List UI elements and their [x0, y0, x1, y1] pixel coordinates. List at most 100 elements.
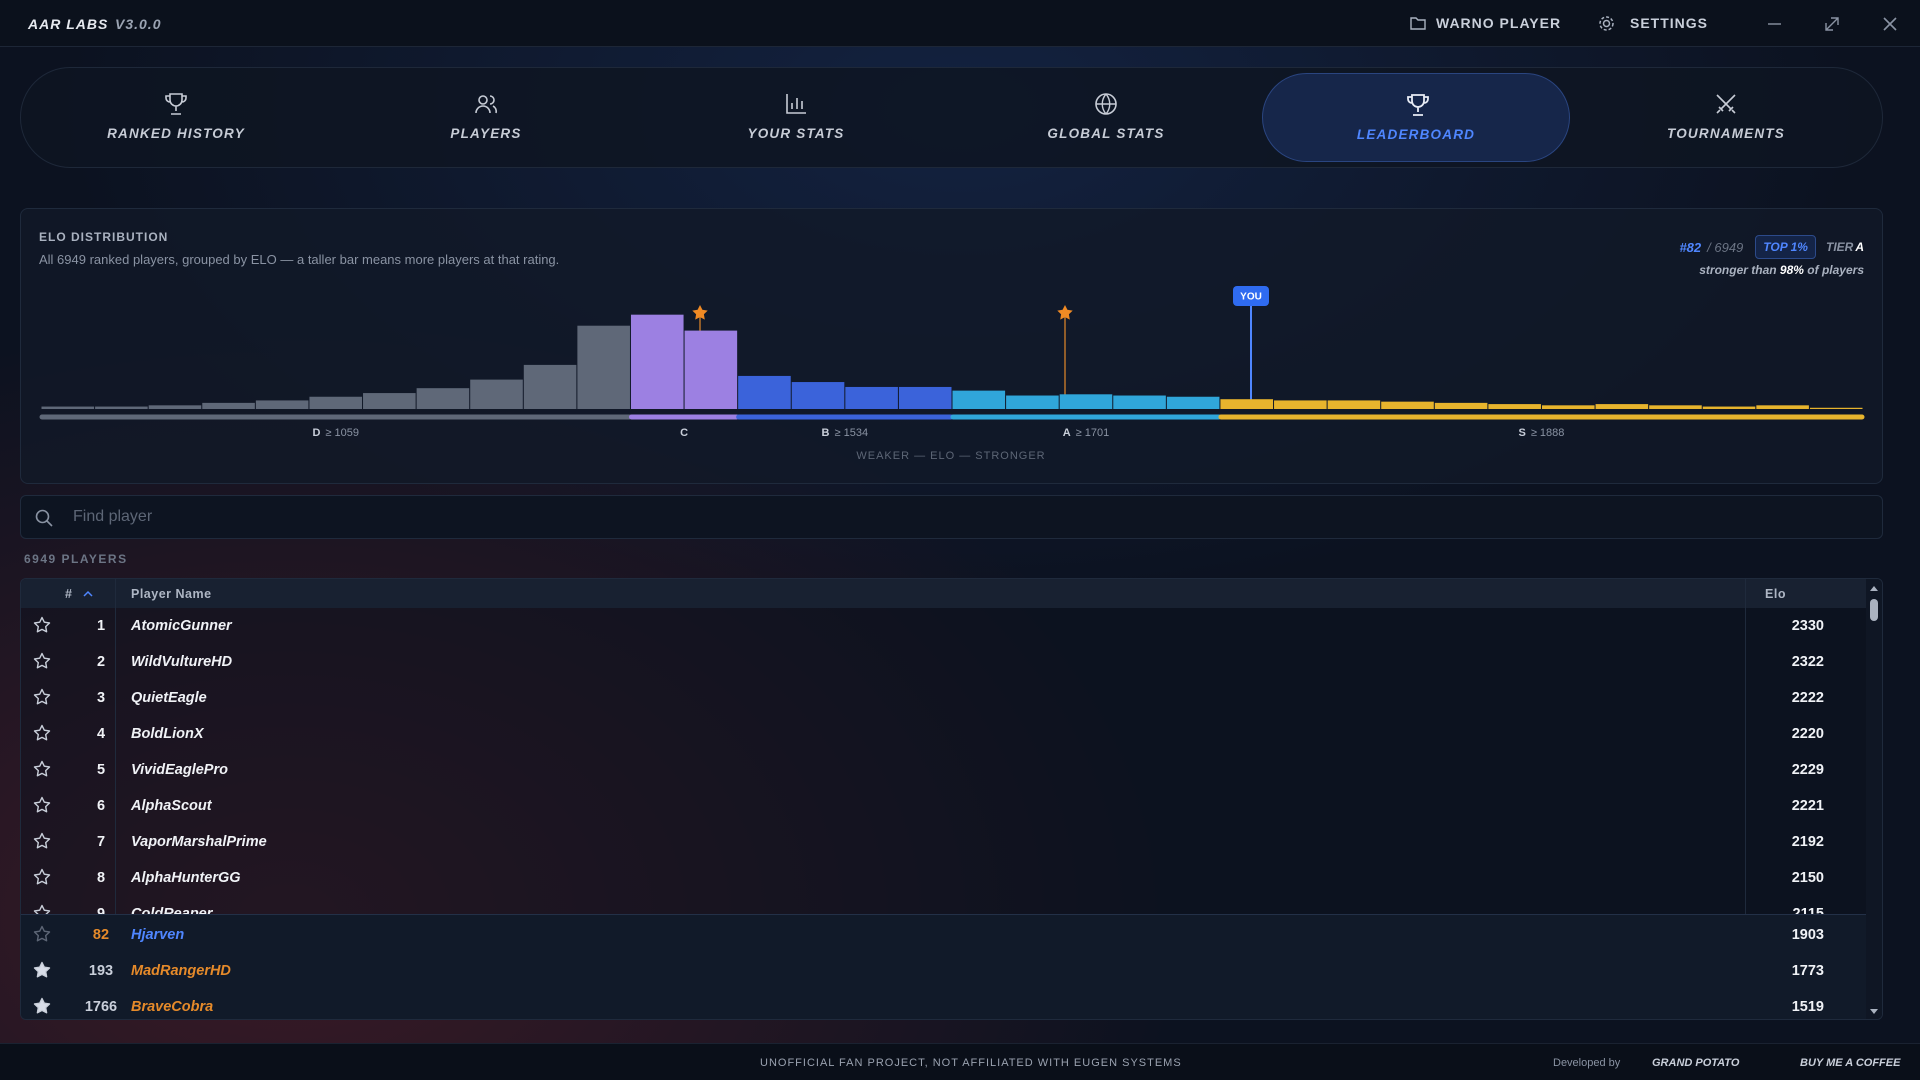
favorite-star[interactable] — [33, 688, 51, 706]
tab-label: GLOBAL STATS — [1047, 126, 1165, 141]
rank: 5 — [96, 762, 106, 778]
histogram-bar — [1649, 405, 1702, 409]
scrollbar[interactable] — [1866, 579, 1882, 1019]
histogram: YOU WEAKER — ELO — STRONGER D ≥ 1059 C B ≥ 1… — [39, 286, 1865, 462]
rank: 6 — [96, 798, 106, 814]
favorite-star[interactable] — [33, 904, 51, 914]
histogram-bar — [684, 330, 738, 409]
favorite-star[interactable] — [33, 832, 51, 850]
table-row[interactable]: 82 Hjarven 1903 — [21, 917, 1866, 953]
favorite-star[interactable] — [33, 868, 51, 886]
table-row[interactable]: 8 AlphaHunterGG 2150 — [21, 860, 1866, 896]
warno-player-button[interactable]: WARNO PLAYER — [1436, 15, 1562, 31]
elo: 2330 — [1791, 618, 1824, 634]
histogram-bar — [1327, 400, 1381, 409]
histogram-bar — [148, 405, 202, 409]
leaderboard-table: # Player Name Elo 1 AtomicGunner 2330 2 Wild… — [20, 578, 1883, 1020]
search-icon — [35, 509, 53, 527]
histogram-bar — [1381, 401, 1434, 409]
favorite-star[interactable] — [33, 796, 51, 814]
elo: 1773 — [1791, 963, 1824, 979]
favorite-star[interactable] — [33, 925, 51, 943]
player-name: MadRangerHD — [131, 963, 231, 979]
you-badge — [1233, 286, 1269, 306]
search-box[interactable]: Find player — [20, 495, 1883, 539]
developer[interactable]: GRAND POTATO — [1652, 1057, 1740, 1069]
panel-subtitle: All 6949 ranked players, grouped by ELO … — [39, 252, 560, 267]
histogram-bar — [255, 400, 309, 409]
nav-tab[interactable]: TOURNAMENTS — [1571, 68, 1881, 167]
tab-label: RANKED HISTORY — [107, 126, 245, 141]
nav-tab[interactable]: GLOBAL STATS — [951, 68, 1261, 167]
table-row[interactable]: 193 MadRangerHD 1773 — [21, 953, 1866, 989]
title-bar: AAR LABS V3.0.0 WARNO PLAYER SETTINGS — [0, 0, 1920, 47]
elo: 2221 — [1791, 798, 1824, 814]
header-rank[interactable]: # — [65, 587, 73, 601]
tier-label: B ≥ 1534 — [822, 427, 869, 439]
histogram-bar — [577, 325, 630, 409]
folder-icon — [1410, 17, 1426, 30]
search-placeholder: Find player — [73, 508, 153, 525]
tier-name: D — [312, 427, 320, 439]
elo: 2229 — [1791, 762, 1824, 778]
rank-summary: #82 / 6949 TOP 1% TIER A — [1679, 235, 1864, 259]
table-row[interactable]: 4 BoldLionX 2220 — [21, 716, 1866, 752]
table-row[interactable]: 5 VividEaglePro 2229 — [21, 752, 1866, 788]
developed-by: Developed by — [1553, 1057, 1621, 1069]
pinned-rows: 82 Hjarven 1903 193 MadRangerHD 1773 1766 Brave… — [21, 914, 1866, 1019]
player-name: VividEaglePro — [131, 762, 228, 778]
favorite-star[interactable] — [33, 724, 51, 742]
nav-tab[interactable]: YOUR STATS — [641, 68, 951, 167]
rank: 8 — [96, 870, 106, 886]
favorite-star[interactable] — [33, 997, 51, 1015]
elo: 2192 — [1791, 834, 1824, 850]
histogram-bar — [1274, 400, 1327, 409]
column-divider — [1745, 579, 1746, 1019]
rank: 3 — [96, 690, 106, 706]
nav-tab[interactable]: RANKED HISTORY — [21, 68, 331, 167]
tier-label: D ≥ 1059 — [312, 427, 359, 439]
histogram-bar — [363, 393, 416, 409]
table-row[interactable]: 9 ColdReaper 2115 — [21, 896, 1866, 914]
tab-label: PLAYERS — [450, 126, 522, 141]
favorite-star[interactable] — [33, 760, 51, 778]
histogram-bar — [1166, 396, 1220, 409]
histogram-bar — [1595, 404, 1649, 409]
rank: 4 — [96, 726, 106, 742]
table-row[interactable]: 6 AlphaScout 2221 — [21, 788, 1866, 824]
histogram-bar — [41, 406, 95, 409]
table-row[interactable]: 1766 BraveCobra 1519 — [21, 989, 1866, 1019]
table-row[interactable]: 2 WildVultureHD 2322 — [21, 644, 1866, 680]
footer: UNOFFICIAL FAN PROJECT, NOT AFFILIATED W… — [0, 1043, 1920, 1080]
rank: #82 — [1679, 239, 1702, 255]
nav-tab[interactable]: PLAYERS — [331, 68, 641, 167]
favorite-star[interactable] — [33, 652, 51, 670]
tier-threshold: ≥ 1534 — [835, 427, 869, 439]
tier-name: A — [1063, 427, 1071, 439]
table-row[interactable]: 7 VaporMarshalPrime 2192 — [21, 824, 1866, 860]
histogram-bar — [1702, 406, 1756, 409]
rank: 7 — [96, 834, 106, 850]
window-controls[interactable] — [1768, 16, 1898, 32]
favorite-star[interactable] — [33, 616, 51, 634]
tier-threshold: ≥ 1888 — [1531, 427, 1565, 439]
nav-tab-active[interactable]: LEADERBOARD — [1262, 73, 1570, 162]
rank: 82 — [92, 927, 110, 943]
settings-button[interactable]: SETTINGS — [1630, 15, 1709, 31]
tier-label: A ≥ 1701 — [1063, 427, 1110, 439]
player-name: BoldLionX — [131, 726, 204, 742]
table-row[interactable]: 3 QuietEagle 2222 — [21, 680, 1866, 716]
header-elo[interactable]: Elo — [1765, 587, 1786, 601]
player-count: 6949 PLAYERS — [24, 552, 128, 566]
histogram-bar — [1809, 407, 1863, 409]
header-name[interactable]: Player Name — [131, 587, 212, 601]
player-name: Hjarven — [131, 927, 185, 943]
coffee-link[interactable]: BUY ME A COFFEE — [1800, 1057, 1901, 1069]
favorite-star[interactable] — [33, 961, 51, 979]
player-name: QuietEagle — [131, 690, 207, 706]
rank: 1766 — [84, 999, 118, 1015]
table-row[interactable]: 1 AtomicGunner 2330 — [21, 608, 1866, 644]
histogram-bar — [898, 386, 952, 409]
rank-total: / 6949 — [1707, 239, 1744, 255]
